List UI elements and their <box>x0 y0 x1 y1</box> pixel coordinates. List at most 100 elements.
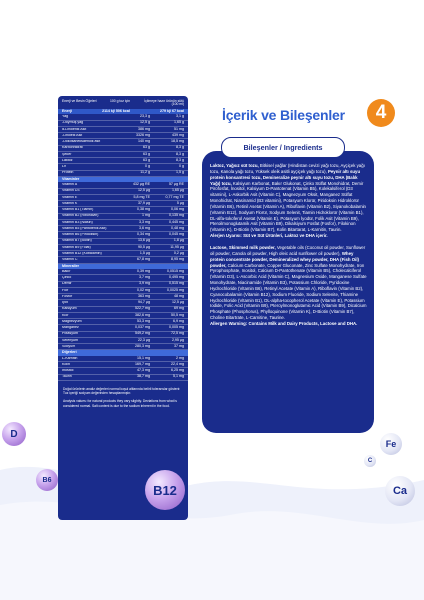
nutrition-cell-v2: 0,48 mg <box>171 225 184 230</box>
ing-tr-bold-1: Laktoz, Yağsız süt tozu, <box>210 163 259 168</box>
nutrition-row: Yağ 23,3 g 3,1 g <box>58 114 188 121</box>
nutrition-cell-label: Taurin <box>62 375 72 379</box>
nutrition-row: Şeker 63 g 8,3 g <box>58 152 188 159</box>
nutrition-cell-label: Kolin <box>62 362 70 366</box>
nutrition-cell-v1: 522,7 mg <box>135 306 150 311</box>
nutrition-cell-label: L-Karnitin <box>62 356 78 360</box>
nutrition-cell-v2: 0,005 mg <box>169 325 184 330</box>
nutrition-cell-label: Vitamin B12 (Kobalamin) <box>62 251 102 255</box>
nutrition-cell-v2: 5,1 mg <box>173 374 184 379</box>
nutrition-cell-v1: 1 mg <box>142 213 150 218</box>
nutrition-row: Vitamin B12 (Kobalamin) 1,5 µg 0,2 µg <box>58 250 188 258</box>
nutrition-row: α-Linolenik Asit 386 mg 51 mg <box>58 126 188 134</box>
nutrition-row: Selenyum 22,3 µg 2,95 µg <box>58 338 188 345</box>
nutrition-row: Manganez 0,037 mg 0,005 mg <box>58 325 188 332</box>
nutrition-row: Demir 3,9 mg 0,515 mg <box>58 282 188 288</box>
page-title: İçerik ve Bileşenler <box>222 107 345 123</box>
nutrition-row: Fosfor 363 mg 48 mg <box>58 293 188 301</box>
nutrition-cell-v2: 0,2 µg <box>173 250 184 255</box>
header-col-powder: 100 g toz için <box>110 99 130 103</box>
nutrition-cell-label: Vitamin E <box>62 195 78 199</box>
nutrition-row: Sodyum 280,3 mg 37 mg <box>58 343 188 351</box>
step-number-badge: 4 <box>367 99 395 127</box>
nutrition-cell-v2: 0 g <box>179 164 184 169</box>
nutrition-cell-label: Lif <box>62 165 66 169</box>
nutrition-cell-v2: 1,8 µg <box>173 238 184 243</box>
nutrition-cell-v2: 51 mg <box>174 126 184 131</box>
header-col-nutrients: Enerji ve Besin Öğeleri <box>62 99 97 103</box>
nutrition-cell-label: -Doymuş yağ <box>62 121 84 125</box>
nutrition-cell-v2: 0,135 mg <box>169 213 184 218</box>
nutrition-cell-v2: 0,06 mg <box>171 207 184 212</box>
nutrition-cell-label: Şeker <box>62 152 72 156</box>
section-other: Diğerleri <box>58 350 188 356</box>
nutrition-cell-v2: 1,5 g <box>176 170 184 175</box>
nutrition-cell-label: İyot <box>62 301 68 305</box>
nutrition-cell-v1: 0 g <box>145 164 150 169</box>
nutrition-row: İnositol 47,3 mg 6,25 mg <box>58 368 188 375</box>
nutrition-row: Vitamin B5 (Pantotenik Asit) 3,6 mg 0,48 m… <box>58 225 188 233</box>
nutrition-cell-v2: 0,77 mg TE <box>165 194 184 199</box>
nutrition-row: Vitamin E 5,8 mg TE 0,77 mg TE <box>58 194 188 202</box>
nutrition-cell-v1: 0,34 mg <box>137 232 150 237</box>
nutrition-cell-v1: 13,6 µg <box>137 238 150 243</box>
nutrition-cell-label: Vitamin B6 (Piridoksin) <box>62 233 99 237</box>
nutrition-cell-v2: 1,65 g <box>174 120 184 125</box>
mineral-rows: Bakır 0,39 mg 0,0515 mg Çinko 3,7 mg 0,495 mg… <box>58 269 188 351</box>
vitamin-b12-bubble: B12 <box>145 470 185 510</box>
nutrition-row: -Doymuş yağ 12,5 g 1,65 g <box>58 121 188 127</box>
nutrition-row: İyot 94,7 µg 12,5 µg <box>58 300 188 307</box>
nutrition-cell-v1: 140 mg <box>138 139 150 144</box>
nutrition-cell-v1: 5,8 mg TE <box>133 194 150 199</box>
ing-en-bold-2: Whey protein concentrate powder, Deminer… <box>210 250 359 268</box>
nutrition-cell-v2: 0,515 mg <box>169 281 184 286</box>
nutrition-row: Karbonhidrat 63 g 8,3 g <box>58 146 188 152</box>
nutrition-cell-v1: 3,7 mg <box>139 275 150 280</box>
ing-en-body: Vegetable oils (Coconut oil powder, Sunf… <box>210 244 366 256</box>
macro-rows: Yağ 23,3 g 3,1 g -Doymuş yağ 12,5 g 1,65 g α-L… <box>58 114 188 177</box>
ing-tr-allergen: Alerjen Uyarısı: Süt ve Süt Ürünleri, La… <box>210 233 328 239</box>
nutrition-table: Enerji ve Besin Öğeleri 100 g toz için İ… <box>58 96 188 520</box>
nutrition-cell-v1: 382,6 mg <box>135 312 150 317</box>
nutrition-row: -Linoleik Asit 3326 mg 439 mg <box>58 133 188 140</box>
nutrition-cell-label: α-Linolenik Asit <box>62 127 87 131</box>
nutrition-row: Taurin 38,7 mg 5,1 mg <box>58 375 188 381</box>
nutrition-cell-label: Vitamin B1 (Tiamin) <box>62 208 94 212</box>
ing-tr-rest: Kalsiyum Karbonat, Bakır Glukonat, Çinko… <box>210 180 366 233</box>
section-minerals: Mineraller <box>58 263 188 270</box>
nutrition-cell-v1: 23,3 g <box>140 114 150 119</box>
nutrition-cell-v2: 2 mg <box>176 355 184 360</box>
nutrition-cell-label: Vitamin B2 (Riboflavin) <box>62 214 99 218</box>
nutrition-cell-v1: 38,7 mg <box>137 374 150 379</box>
nutrition-cell-v2: 0,445 mg <box>169 219 184 224</box>
vitamin-c-bubble: C <box>364 455 376 467</box>
nutrition-cell-v1: 363 mg <box>138 293 150 298</box>
ing-en-rest: Calcium Carbonate, Copper Gluconate, Zin… <box>210 262 367 321</box>
nutrition-row: Vitamin D3 12,5 µg 1,65 µg <box>58 189 188 195</box>
nutrition-cell-v2: 5 µg <box>176 200 184 205</box>
nutrition-cell-v1: 432 µg RE <box>132 182 150 187</box>
nutrition-cell-v1: 90,5 µg <box>137 244 150 249</box>
note-english: Analysis values: for natural products th… <box>63 399 177 408</box>
nutrition-cell-label: Vitamin B3 (Niasin) <box>62 220 93 224</box>
nutrition-cell-v1: 53,3 mg <box>137 318 150 323</box>
nutrition-cell-v2: 0,045 mg <box>169 232 184 237</box>
nutrition-cell-label: Demir <box>62 282 72 286</box>
nutrition-cell-v1: 0,037 mg <box>135 325 150 330</box>
other-rows: L-Karnitin 15,1 mg 2 mg Kolin 169,7 mg 22,4 m… <box>58 356 188 381</box>
nutrition-cell-label: Bakır <box>62 269 71 273</box>
nutrition-cell-label: Vitamin C <box>62 258 78 262</box>
nutrition-cell-label: Fosfor <box>62 294 73 298</box>
nutrition-cell-label: Vitamin B5 (Pantotenik Asit) <box>62 226 107 230</box>
nutrition-cell-v1: 280,3 mg <box>135 343 150 348</box>
nutrition-cell-v2: 0,495 mg <box>169 275 184 280</box>
nutrition-cell-label: İnositol <box>62 369 74 373</box>
nutrition-row: Çinko 3,7 mg 0,495 mg <box>58 275 188 282</box>
nutrition-cell-v1: 63 g <box>143 157 150 162</box>
vitamin-d-bubble: D <box>2 422 26 446</box>
nutrition-row: Magnezyum 53,3 mg 6,9 mg <box>58 318 188 326</box>
nutrition-cell-v1: 3,3 mg <box>139 219 150 224</box>
nutrition-row: Protein 11,2 g 1,5 g <box>58 171 188 177</box>
nutrition-cell-label: Sodyum <box>62 344 76 348</box>
nutrition-cell-v2: 1,65 µg <box>171 188 184 193</box>
